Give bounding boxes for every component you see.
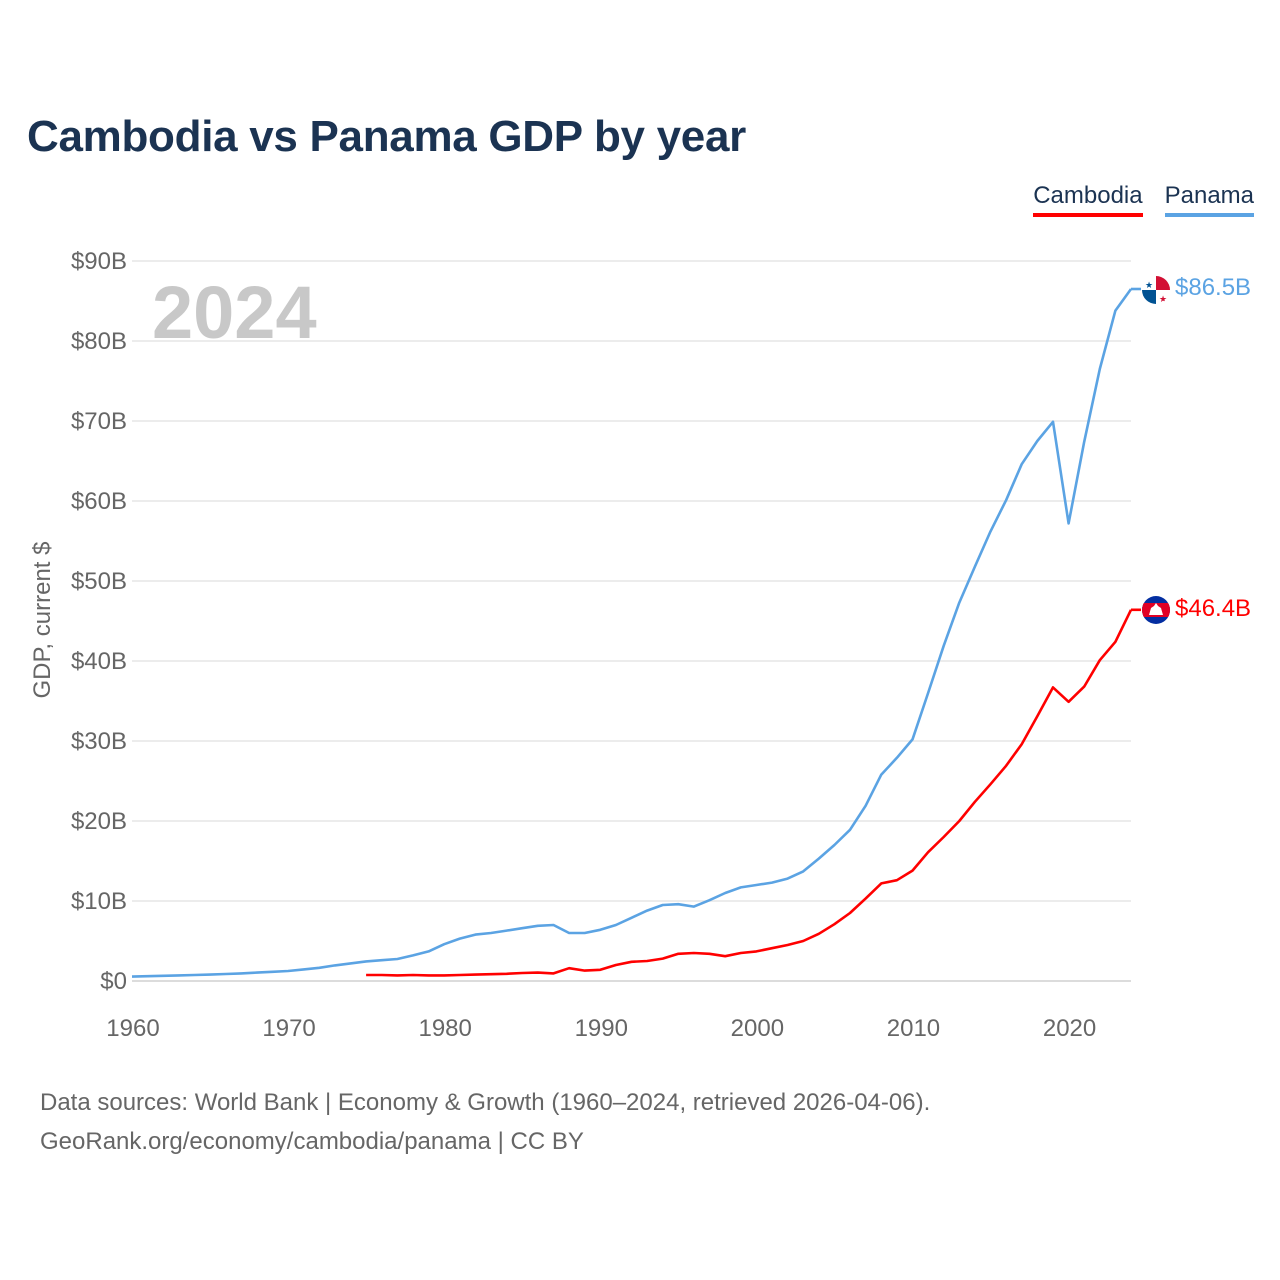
y-axis-label: GDP, current $ — [29, 542, 56, 699]
panama-flag-icon: ★ ★ — [1142, 276, 1170, 305]
legend: Cambodia Panama — [1033, 182, 1254, 217]
year-watermark: 2024 — [152, 271, 317, 354]
svg-text:★: ★ — [1159, 295, 1167, 305]
y-tick-label: $40B — [71, 648, 127, 675]
x-tick-label: 2010 — [887, 1015, 940, 1042]
chart-title: Cambodia vs Panama GDP by year — [27, 112, 746, 161]
y-tick-label: $90B — [71, 248, 127, 275]
cambodia-end-value-label: $46.4B — [1175, 595, 1251, 622]
legend-item-cambodia[interactable]: Cambodia — [1033, 182, 1143, 217]
grid-lines — [132, 260, 1131, 982]
y-tick-label: $70B — [71, 408, 127, 435]
x-tick-label: 2020 — [1043, 1015, 1096, 1042]
y-tick-label: $80B — [71, 328, 127, 355]
data-source-text: Data sources: World Bank | Economy & Gro… — [40, 1089, 931, 1116]
legend-item-panama[interactable]: Panama — [1164, 182, 1254, 217]
svg-text:★: ★ — [1145, 281, 1153, 291]
y-tick-label: $30B — [71, 728, 127, 755]
series-line-cambodia[interactable] — [366, 609, 1133, 977]
x-tick-label: 1960 — [106, 1015, 159, 1042]
x-axis-ticks: 1960 1970 1980 1990 2000 2010 2020 — [106, 1015, 1096, 1042]
x-tick-label: 1980 — [418, 1015, 471, 1042]
source-link-text[interactable]: GeoRank.org/economy/cambodia/panama | CC… — [40, 1128, 584, 1155]
y-tick-label: $10B — [71, 888, 127, 915]
footer: Data sources: World Bank | Economy & Gro… — [40, 1083, 930, 1161]
y-tick-label: $60B — [71, 488, 127, 515]
series-line-panama[interactable] — [131, 288, 1133, 978]
panama-end-value-label: $86.5B — [1175, 274, 1251, 301]
x-tick-label: 2000 — [731, 1015, 784, 1042]
y-axis-ticks: $0 $10B $20B $30B $40B $50B $60B $70B $80B $90B — [71, 248, 127, 995]
cambodia-flag-icon — [1142, 596, 1170, 624]
series-lines — [131, 287, 1141, 978]
y-tick-label: $20B — [71, 808, 127, 835]
x-tick-label: 1990 — [575, 1015, 628, 1042]
y-tick-label: $0 — [100, 968, 127, 995]
y-tick-label: $50B — [71, 568, 127, 595]
x-tick-label: 1970 — [262, 1015, 315, 1042]
